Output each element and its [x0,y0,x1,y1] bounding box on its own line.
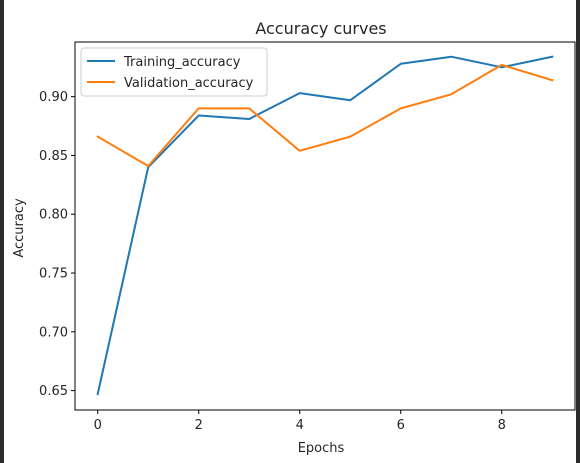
y-tick-label: 0.80 [39,208,68,223]
series-lines [96,55,554,396]
y-tick-label: 0.85 [39,149,68,164]
series-line-training [96,55,554,396]
y-axis-label: Accuracy [12,198,27,258]
x-tick-label: 6 [397,418,405,433]
x-tick-label: 8 [498,418,506,433]
series-line-validation [96,63,554,167]
legend-box [80,47,268,97]
y-tick-label: 0.65 [39,384,68,399]
x-tick-label: 0 [94,418,102,433]
x-tick-label: 2 [195,418,203,433]
chart-title: Accuracy curves [255,19,386,38]
y-tick-label: 0.75 [39,267,68,282]
legend-label-training: Training_accuracy [123,55,241,70]
y-axis: 0.65 0.70 0.75 0.80 0.85 0.90 [39,90,75,399]
x-axis: 0 2 4 6 8 [94,410,506,433]
x-axis-label: Epochs [298,441,345,456]
y-tick-label: 0.90 [39,90,68,105]
x-tick-label: 4 [296,418,304,433]
legend: Training_accuracy Validation_accuracy [80,47,268,97]
plot-area [74,41,576,411]
y-tick-label: 0.70 [39,325,68,340]
legend-label-validation: Validation_accuracy [124,76,254,91]
